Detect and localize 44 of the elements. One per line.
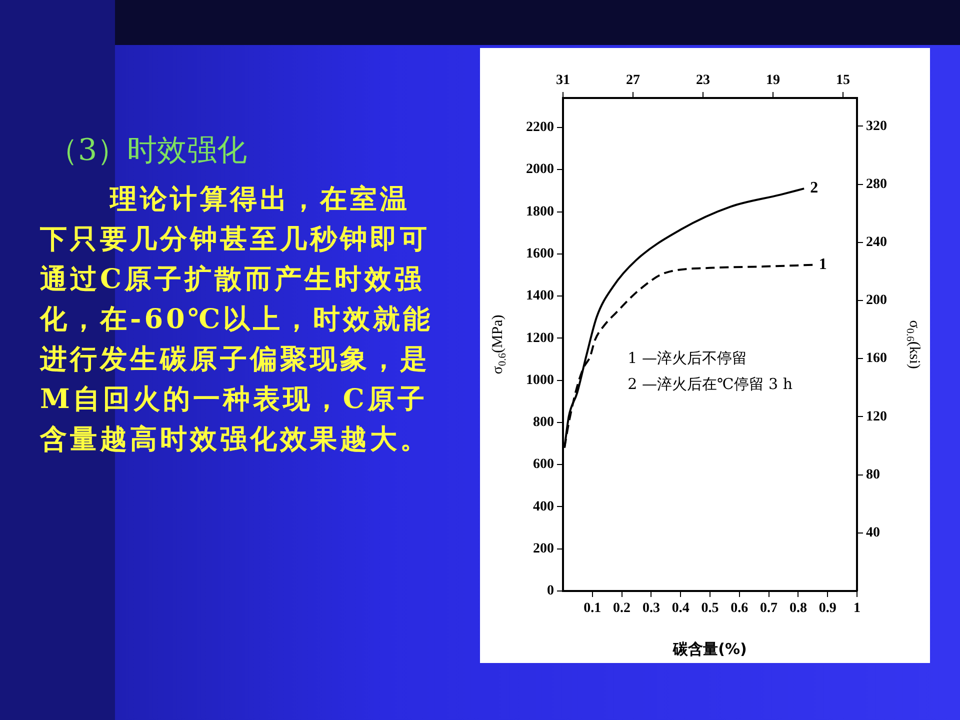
y-tick-label: 1800 [526,204,554,220]
annotation: 2 —淬火后在℃停留 3 h [628,374,793,393]
x-tick-label: 0.8 [789,601,807,616]
x2-tick-label: 15 [836,73,850,88]
y-tick-label: 2000 [526,162,554,178]
x-axis-title: 碳含量(%) [672,640,747,658]
y-tick-label: 1600 [526,246,554,262]
y-tick-label: 200 [533,541,554,556]
y2-tick-label: 200 [866,293,887,308]
x-tick-label: 0.3 [642,601,660,616]
x-tick-label: 0.5 [701,601,719,616]
text: （3）时效强化 [48,132,248,170]
y2-tick-label: 40 [866,526,880,541]
y-tick-label: 1200 [526,330,554,346]
y2-tick-label: 280 [866,176,887,192]
x2-tick-label: 27 [626,73,640,88]
y2-tick-label: 160 [866,351,887,366]
x-tick-label: 0.7 [760,601,778,616]
y-tick-label: 2200 [526,120,554,136]
y2-tick-label: 320 [866,118,887,134]
y-tick-label: 1400 [526,288,554,304]
y2-axis-title: σ0.6(ksi) [904,320,922,369]
y-tick-label: 600 [533,457,554,472]
y-tick-label: 800 [533,415,554,430]
x2-tick-label: 19 [766,73,780,88]
x-tick-label: 0.2 [613,601,631,616]
text: 理论计算得出，在室温下只要几分钟甚至几秒钟即可通过C原子扩散而产生时效强化，在-60℃以上，时效就能进行发生碳原子偏聚现象，是M自回火的一种表现，C原子含量越高时效强化效果越大。 [40,183,434,457]
y-tick-label: 1000 [526,372,554,388]
y-axis-title: σ0.6(MPa) [490,314,508,374]
x-tick-label: 1 [854,601,860,616]
x-tick-label: 0.6 [730,601,748,616]
x-tick-label: 0.1 [584,601,602,616]
y-tick-label: 400 [533,499,554,514]
series-label: 2 [810,180,818,197]
y2-tick-label: 80 [866,467,880,482]
annotation: 1 —淬火后不停留 [628,349,747,368]
series-label: 1 [818,256,827,273]
y2-tick-label: 240 [866,234,887,250]
y-tick-label: 0 [547,584,554,599]
y2-tick-label: 120 [866,409,887,424]
x2-tick-label: 23 [696,73,710,88]
x2-tick-label: 31 [556,73,570,88]
x-tick-label: 0.9 [818,601,836,616]
x-tick-label: 0.4 [672,601,690,616]
